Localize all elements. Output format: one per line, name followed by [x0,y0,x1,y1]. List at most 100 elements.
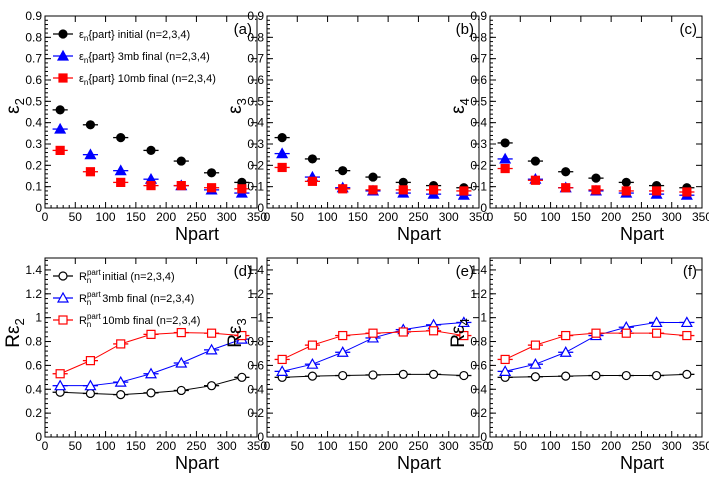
panel-label: (c) [680,21,698,38]
y-tick-label: 1 [35,311,42,325]
y-axis-label-prefix: R [225,334,246,348]
data-point [85,356,96,366]
y-axis-label: ε4 [448,98,472,114]
x-tick-label: 300 [662,210,682,224]
legend-label: Rpart n 3mb final (n=2,3,4) [79,290,194,307]
series-3mb-final [497,316,695,376]
data-point [144,367,158,379]
x-tick-label: 150 [126,210,146,224]
data-point [530,372,541,382]
y-tick-label: 1.2 [470,287,487,301]
x-tick-label: 100 [318,439,338,453]
data-point [55,369,65,379]
data-point [307,154,318,164]
y-tick-label: 0.4 [25,382,42,396]
data-point [682,330,692,341]
series-initial [52,372,250,400]
x-tick-label: 300 [217,439,237,453]
x-tick-label: 50 [69,210,83,224]
y-axis-label-main: ε [448,325,469,334]
legend-label-sub: n [84,34,88,43]
y-tick-label: 0.2 [247,158,264,172]
x-tick-label: 0 [487,439,494,453]
data-point [146,181,156,191]
legend-marker [56,49,70,61]
data-point [114,375,127,387]
x-axis-label: Npart [397,453,441,473]
data-point [650,316,663,328]
data-point [307,371,318,381]
series-10mb-final [52,145,250,194]
data-point [682,187,692,197]
x-tick-label: 100 [318,210,338,224]
legend-label-sub: n [87,298,91,307]
data-point [499,365,512,376]
data-point [530,156,541,166]
y-axis-label: Rε3 [225,318,249,347]
y-tick-label: 1 [257,311,264,325]
chart-panel-b: 0 50 100 150 200 250 300 35000.10.20.30.40.50.6… [225,9,489,244]
y-tick-label: 0.8 [470,30,487,44]
data-point [591,173,601,183]
legend: εn{part} initial (n=2,3,4)εn{part} 3mb f… [53,29,216,87]
data-point [368,185,378,195]
series-10mb-final [274,162,472,196]
data-point [682,369,692,379]
data-point [651,370,662,381]
y-tick-label: 0.5 [247,94,264,108]
y-tick-label: 0.4 [247,116,264,130]
data-point [428,326,439,336]
data-point [116,133,126,143]
y-axis-label-main: ε [225,105,246,114]
data-point [54,379,67,391]
legend-label-sub: n [84,56,88,65]
data-point [500,163,510,174]
y-tick-label: 0.2 [25,406,42,420]
data-point [307,176,318,186]
data-point [237,330,247,341]
data-point [559,346,572,357]
data-point [85,120,96,130]
data-point [116,390,126,400]
data-point [146,329,156,339]
plot-frame [44,257,258,438]
data-point [85,167,96,177]
y-tick-label: 0.6 [25,358,42,372]
x-tick-label: 150 [571,439,591,453]
y-tick-label: 0.1 [25,180,42,194]
y-tick-label: 0.6 [247,73,264,87]
data-point [530,175,541,185]
chart-panel-e: 0 50 100 150 200 250 300 35000.20.40.60.811.21.… [225,257,489,473]
data-point [84,379,97,391]
plot-frame [489,257,703,438]
y-tick-label: 0.6 [470,358,487,372]
y-tick-label: 0.6 [470,73,487,87]
y-tick-label: 0.8 [247,30,264,44]
legend-label-pre: ε [79,29,84,41]
y-tick-label: 1.4 [247,263,264,277]
data-point [176,156,186,166]
data-point [206,328,217,338]
x-axis-label: Npart [175,453,219,473]
data-point [277,162,287,173]
x-tick-label: 150 [348,210,368,224]
x-tick-label: 250 [186,439,206,453]
x-tick-label: 50 [291,210,305,224]
series-10mb-final [497,328,695,365]
data-point [621,370,631,381]
x-tick-label: 200 [378,210,398,224]
data-point [561,183,571,193]
y-tick-label: 0.9 [25,9,42,23]
x-tick-label: 350 [469,210,489,224]
legend-label: Rpart n 10mb final (n=2,3,4) [79,312,200,329]
data-point [54,122,67,134]
y-tick-label: 0.7 [247,52,264,66]
y-tick-label: 0.8 [25,335,42,349]
y-axis-label-sub: 3 [234,318,249,325]
legend-label-pre: R [79,271,87,283]
data-point [277,133,287,143]
x-tick-label: 300 [217,210,237,224]
data-point [85,388,96,399]
data-point [55,145,65,155]
legend-label-pre: R [79,315,87,327]
